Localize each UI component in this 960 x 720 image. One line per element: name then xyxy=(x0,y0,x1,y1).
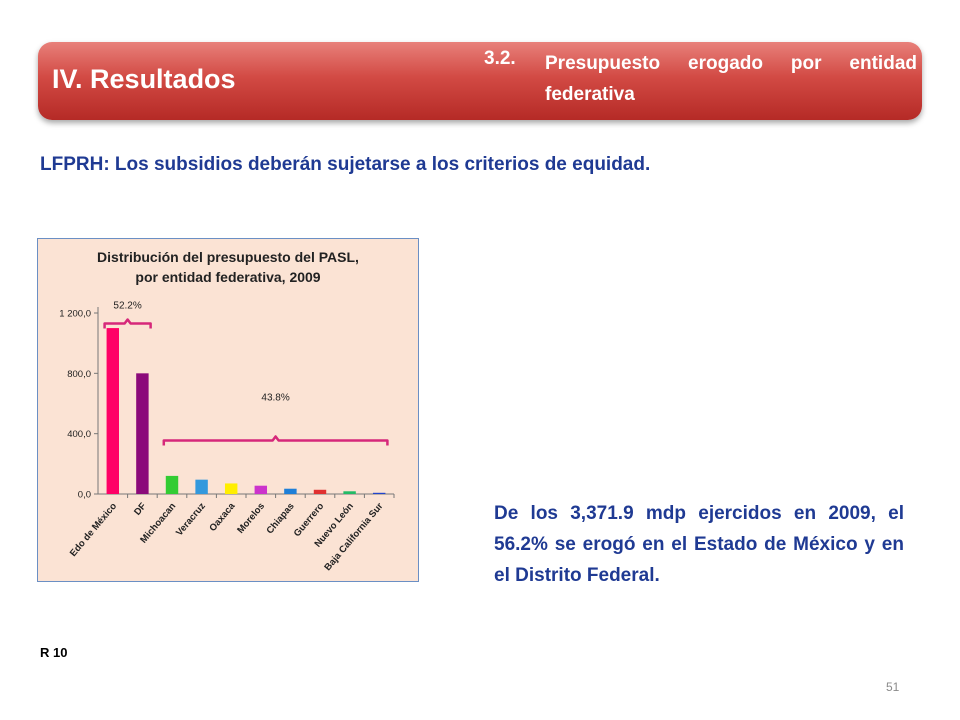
bar-morelos xyxy=(254,485,268,494)
bar-oaxaca xyxy=(224,483,238,494)
x-tick-label: Morelos xyxy=(235,501,267,536)
x-tick-label: Oaxaca xyxy=(207,500,238,534)
bar-chiapas xyxy=(284,488,297,494)
bar-nuevo-le-n xyxy=(343,491,356,494)
subsection-number: 3.2. xyxy=(484,48,516,69)
bracket-1 xyxy=(103,318,152,329)
y-tick-label: 0,0 xyxy=(78,490,91,501)
bar-df xyxy=(136,373,149,494)
chart-title-line-2: por entidad federativa, 2009 xyxy=(135,269,321,285)
page-number: 51 xyxy=(886,680,900,694)
reference-label: R 10 xyxy=(40,645,68,660)
x-tick-label: Baja California Sur xyxy=(322,501,385,573)
y-tick-label: 400,0 xyxy=(67,429,91,440)
chart-title: Distribución del presupuesto del PASL, p… xyxy=(38,247,418,287)
bracket-2 xyxy=(162,435,389,446)
subsection-title: Presupuesto erogado por entidad federati… xyxy=(545,53,917,105)
chart-panel: Distribución del presupuesto del PASL, p… xyxy=(37,238,419,582)
share-annotation-2: 43.8% xyxy=(261,392,289,403)
summary-text: De los 3,371.9 mdp ejercidos en 2009, el… xyxy=(494,503,904,586)
y-tick-label: 1 200,0 xyxy=(59,309,91,320)
share-annotation-1: 52.2% xyxy=(113,300,141,311)
x-tick-label: Edo de México xyxy=(68,501,119,559)
bar-michoacan xyxy=(165,475,179,494)
section-title: IV. Resultados xyxy=(52,64,236,94)
x-tick-label: Veracruz xyxy=(174,501,208,539)
bar-veracruz xyxy=(195,479,208,494)
bar-guerrero xyxy=(313,489,327,494)
law-statement: LFPRH: Los subsidios deberán sujetarse a… xyxy=(40,154,651,175)
bar-baja-california-sur xyxy=(372,492,386,494)
x-tick-label: DF xyxy=(132,501,149,518)
bar-edo-de-m-xico xyxy=(106,328,120,494)
y-tick-label: 800,0 xyxy=(67,369,91,380)
chart-title-line-1: Distribución del presupuesto del PASL, xyxy=(97,249,359,265)
section-banner: IV. Resultados 3.2. Presupuesto erogado … xyxy=(38,42,922,120)
